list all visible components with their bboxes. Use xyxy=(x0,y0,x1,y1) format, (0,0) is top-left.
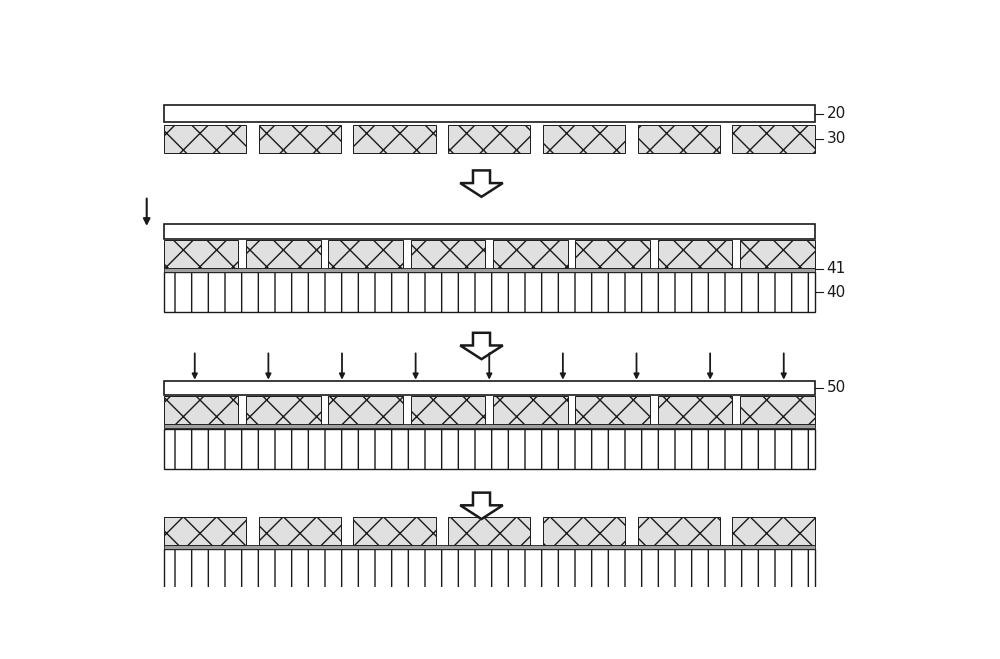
Text: 20: 20 xyxy=(826,106,846,121)
Bar xyxy=(411,396,485,424)
Bar xyxy=(246,396,321,424)
Bar xyxy=(259,517,341,545)
Bar xyxy=(164,424,815,428)
Bar xyxy=(575,396,650,424)
Bar xyxy=(164,223,815,239)
Bar xyxy=(246,240,321,268)
Text: 40: 40 xyxy=(826,285,846,300)
Bar xyxy=(328,396,403,424)
Bar xyxy=(575,240,650,268)
Bar xyxy=(164,545,815,549)
Bar xyxy=(658,240,732,268)
Bar xyxy=(740,396,815,424)
Bar xyxy=(543,517,625,545)
Bar xyxy=(353,125,436,153)
Bar xyxy=(164,550,815,589)
Bar xyxy=(658,396,732,424)
Text: 30: 30 xyxy=(826,131,846,146)
Bar xyxy=(493,240,568,268)
Bar xyxy=(411,240,485,268)
Bar xyxy=(353,517,436,545)
Bar xyxy=(164,429,815,469)
Bar xyxy=(164,268,815,272)
Text: 41: 41 xyxy=(826,262,846,276)
Bar xyxy=(164,240,238,268)
Bar xyxy=(164,125,246,153)
Bar xyxy=(328,240,403,268)
Bar xyxy=(732,125,815,153)
Bar xyxy=(259,125,341,153)
Bar xyxy=(448,125,530,153)
Text: 50: 50 xyxy=(826,380,846,395)
Bar xyxy=(732,517,815,545)
Bar xyxy=(638,125,720,153)
Bar xyxy=(493,396,568,424)
Polygon shape xyxy=(460,493,503,519)
Bar xyxy=(164,272,815,312)
Bar xyxy=(164,396,238,424)
Bar xyxy=(740,240,815,268)
Bar xyxy=(638,517,720,545)
Bar xyxy=(164,105,815,122)
Bar xyxy=(164,381,815,395)
Polygon shape xyxy=(460,171,503,197)
Bar xyxy=(543,125,625,153)
Polygon shape xyxy=(460,333,503,359)
Bar xyxy=(164,517,246,545)
Bar xyxy=(448,517,530,545)
